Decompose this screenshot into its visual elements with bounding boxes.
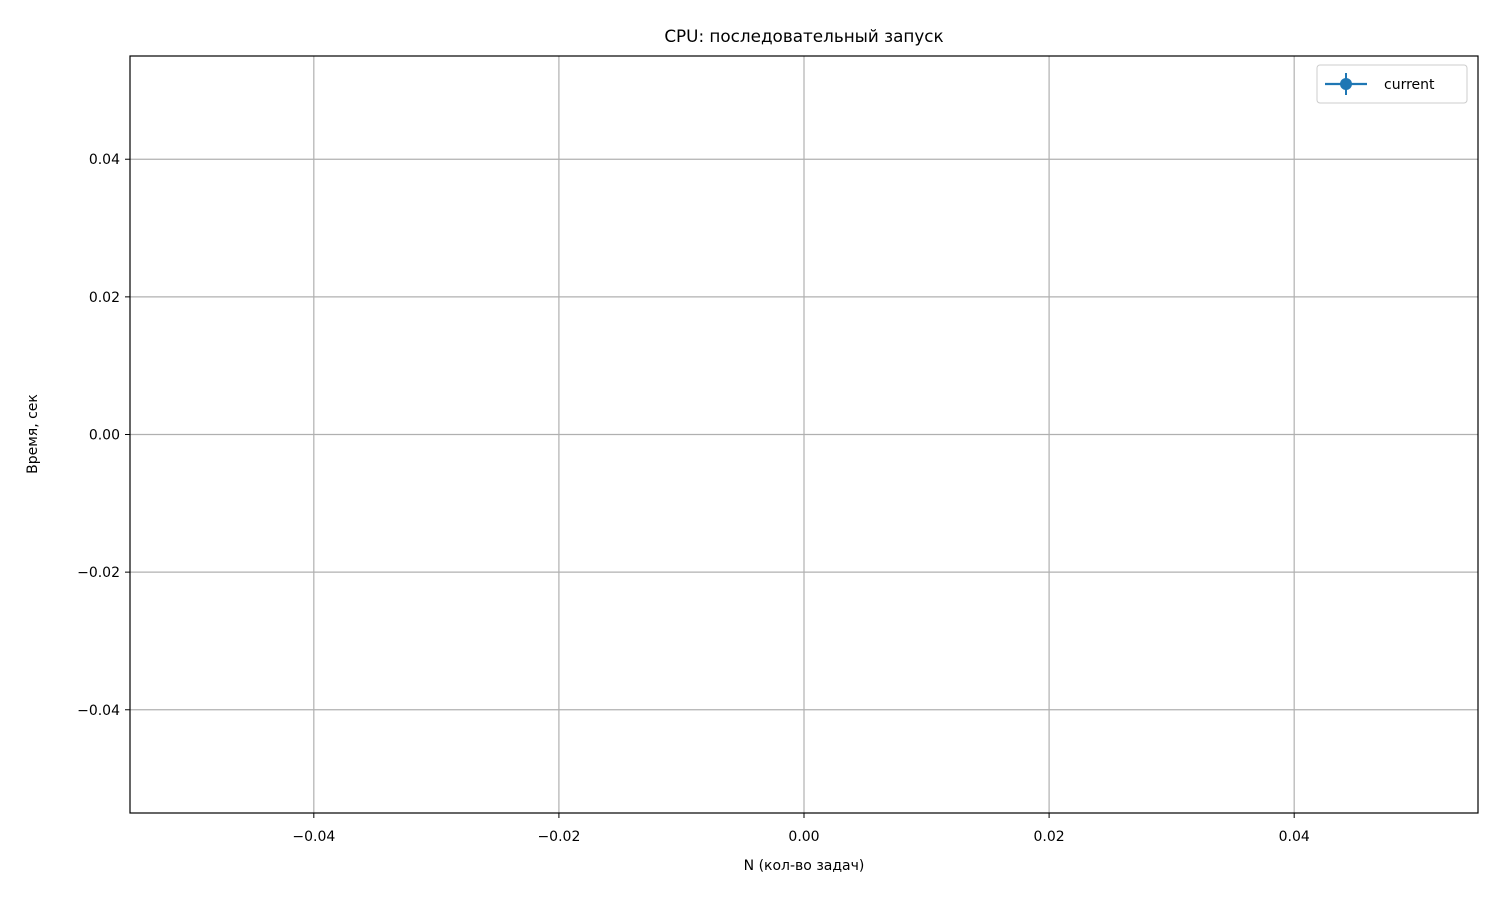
- x-tick-label: −0.02: [537, 829, 580, 845]
- x-tick-label: 0.00: [788, 829, 819, 845]
- legend-box: [1316, 64, 1468, 104]
- y-axis-label: Время, сек: [25, 394, 41, 474]
- y-tick-label: −0.04: [77, 703, 120, 719]
- chart-title: CPU: последовательный запуск: [664, 26, 943, 46]
- y-tick-label: 0.02: [89, 290, 120, 306]
- y-axis-ticks: −0.04 −0.02 0.00 0.02 0.04: [77, 152, 130, 719]
- legend-marker-current: [1340, 78, 1352, 90]
- y-tick-label: 0.04: [89, 152, 120, 168]
- x-axis-label: N (кол-во задач): [744, 858, 865, 874]
- x-tick-label: 0.02: [1034, 829, 1065, 845]
- x-tick-label: 0.04: [1279, 829, 1310, 845]
- grid: [130, 56, 1478, 813]
- legend: current: [1316, 64, 1468, 104]
- y-tick-label: 0.00: [89, 428, 120, 444]
- legend-label-current: current: [1384, 77, 1435, 93]
- y-tick-label: −0.02: [77, 565, 120, 581]
- x-tick-label: −0.04: [292, 829, 335, 845]
- x-axis-ticks: −0.04 −0.02 0.00 0.02 0.04: [292, 813, 1310, 845]
